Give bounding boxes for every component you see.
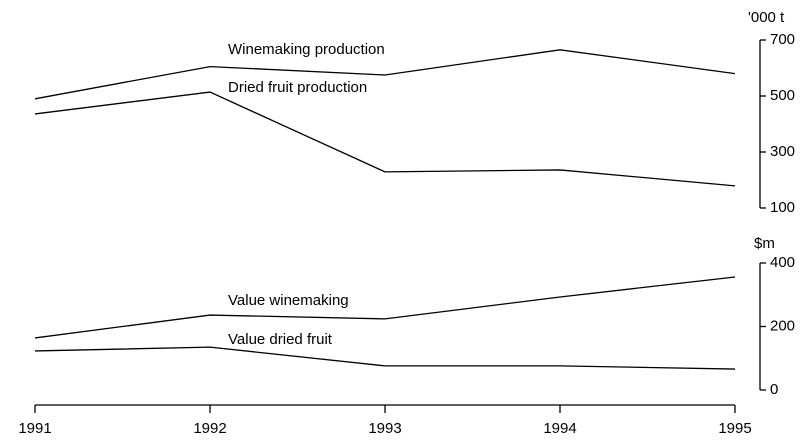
- line: [34, 346, 736, 370]
- series-label: Winemaking production: [228, 41, 385, 58]
- y-tick-label: 100: [770, 199, 795, 216]
- x-tick-label: 1995: [718, 420, 751, 437]
- x-tick-label: 1994: [543, 420, 576, 437]
- x-tick-label: 1993: [368, 420, 401, 437]
- y-tick-label: 400: [770, 254, 795, 271]
- x-tick-label: 1991: [18, 420, 51, 437]
- series-label: Value dried fruit: [228, 331, 333, 348]
- y-tick-label: 200: [770, 317, 795, 334]
- line: [34, 276, 736, 339]
- series-label: Dried fruit production: [228, 79, 367, 96]
- y-tick-label: 300: [770, 143, 795, 160]
- y-tick-label: 700: [770, 31, 795, 48]
- line: [34, 91, 736, 187]
- y-tick-label: 0: [770, 381, 778, 398]
- x-tick-label: 1992: [193, 420, 226, 437]
- y-axis-label: '000 t: [748, 9, 785, 26]
- line: [34, 49, 736, 100]
- series-label: Value winemaking: [228, 292, 349, 309]
- y-axis-label: $m: [754, 235, 775, 252]
- y-tick-label: 500: [770, 87, 795, 104]
